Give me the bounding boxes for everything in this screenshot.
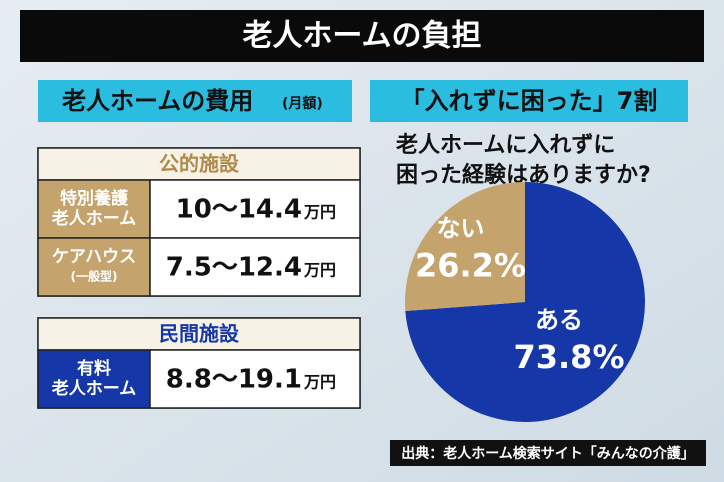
group-name: 公的施設 [159, 152, 240, 176]
slice-value: 26.2% [415, 246, 526, 284]
cost-header [38, 80, 352, 122]
row-label-cell [37, 179, 151, 239]
row-label: (一般型) [71, 269, 118, 284]
row-value-cell [149, 237, 361, 297]
group-name: 民間施設 [159, 322, 240, 346]
slice-value: 73.8% [513, 338, 624, 376]
pie-question: 老人ホームに入れずに [395, 133, 615, 158]
cost-title: 老人ホームの費用 [62, 87, 253, 115]
row-value-cell [149, 349, 361, 409]
row-value-cell [149, 179, 361, 239]
slice-name: ある [535, 306, 583, 334]
row-label-cell [37, 349, 151, 409]
row-range: 10～14.4 [176, 195, 302, 225]
row-unit: 万円 [303, 373, 336, 392]
title-bar [20, 10, 704, 62]
slice-name: ない [436, 214, 484, 242]
row-range: 7.5～12.4 [166, 253, 302, 283]
group-header [37, 147, 361, 181]
row-label-cell [37, 237, 151, 297]
row-label: 老人ホーム [51, 378, 137, 399]
group-header [37, 317, 361, 351]
source: 出典：老人ホーム検索サイト「みんなの介護」 [401, 445, 695, 462]
row-range: 8.8～19.1 [166, 365, 302, 395]
pie-slice [405, 182, 525, 312]
row-label: 老人ホーム [51, 208, 137, 229]
row-label: ケアハウス [52, 247, 136, 267]
row-label: 特別養護 [60, 188, 129, 209]
row-unit: 万円 [303, 261, 336, 280]
row-unit: 万円 [303, 203, 336, 222]
cost-note: (月額) [282, 95, 323, 112]
survey-title: 「入れずに困った」7割 [401, 87, 658, 115]
title: 老人ホームの負担 [242, 19, 481, 54]
row-label: 有料 [77, 358, 111, 379]
pie-slice [405, 182, 645, 422]
survey-header [370, 80, 688, 122]
source-box [390, 440, 706, 466]
